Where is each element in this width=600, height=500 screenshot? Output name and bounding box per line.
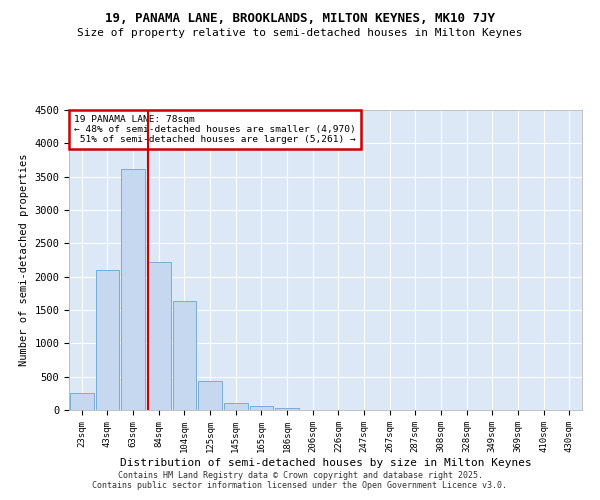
Y-axis label: Number of semi-detached properties: Number of semi-detached properties bbox=[19, 154, 29, 366]
Bar bbox=[173, 300, 196, 410]
Text: Contains HM Land Registry data © Crown copyright and database right 2025.
Contai: Contains HM Land Registry data © Crown c… bbox=[92, 470, 508, 490]
Bar bbox=[70, 394, 94, 410]
Text: Size of property relative to semi-detached houses in Milton Keynes: Size of property relative to semi-detach… bbox=[77, 28, 523, 38]
Bar bbox=[250, 406, 273, 410]
Text: 19, PANAMA LANE, BROOKLANDS, MILTON KEYNES, MK10 7JY: 19, PANAMA LANE, BROOKLANDS, MILTON KEYN… bbox=[105, 12, 495, 26]
Bar bbox=[147, 262, 170, 410]
Bar bbox=[198, 380, 222, 410]
Bar bbox=[95, 270, 119, 410]
Bar bbox=[224, 404, 248, 410]
Bar bbox=[275, 408, 299, 410]
Bar bbox=[121, 168, 145, 410]
Text: 19 PANAMA LANE: 78sqm
← 48% of semi-detached houses are smaller (4,970)
 51% of : 19 PANAMA LANE: 78sqm ← 48% of semi-deta… bbox=[74, 114, 356, 144]
X-axis label: Distribution of semi-detached houses by size in Milton Keynes: Distribution of semi-detached houses by … bbox=[119, 458, 532, 468]
